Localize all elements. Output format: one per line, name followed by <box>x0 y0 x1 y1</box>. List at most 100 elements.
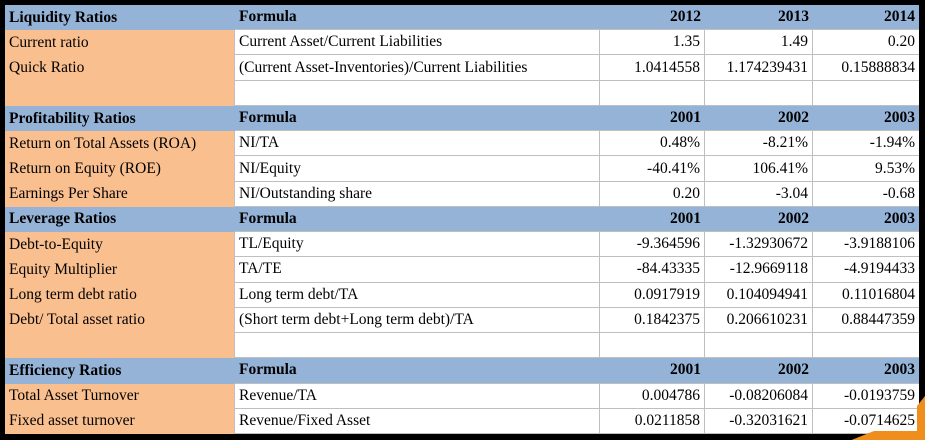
formula-header-cell[interactable]: Formula <box>235 5 600 31</box>
value-cell[interactable]: 0.11016804 <box>813 282 919 308</box>
year-header-cell[interactable]: 2014 <box>813 5 919 31</box>
value-cell[interactable]: 0.48% <box>600 131 705 157</box>
value-cell[interactable]: -12.9669118 <box>705 257 813 283</box>
value-cell[interactable] <box>813 80 919 106</box>
year-header-cell[interactable]: 2001 <box>600 105 705 132</box>
table-row: Quick Ratio (Current Asset-Inventories)/C… <box>5 55 919 81</box>
value-cell[interactable]: 0.88447359 <box>813 307 919 334</box>
section-header-row: Liquidity Ratios Formula 2012 2013 2014 <box>5 5 919 31</box>
value-cell[interactable]: 1.35 <box>600 30 705 56</box>
value-cell[interactable]: 1.0414558 <box>600 55 705 81</box>
formula-cell[interactable]: Revenue/Fixed Asset <box>235 408 600 434</box>
row-label-cell[interactable]: Quick Ratio <box>5 55 235 81</box>
value-cell[interactable]: 0.1842375 <box>600 307 705 334</box>
value-cell[interactable]: 0.15888834 <box>813 55 919 81</box>
value-cell[interactable]: 0.104094941 <box>705 282 813 308</box>
value-cell[interactable] <box>813 333 919 359</box>
row-label-cell[interactable]: Fixed asset turnover <box>5 408 235 434</box>
table-row: Equity Multiplier TA/TE -84.43335 -12.96691… <box>5 257 919 283</box>
value-cell[interactable]: -1.32930672 <box>705 232 813 258</box>
year-header-cell[interactable]: 2012 <box>600 5 705 31</box>
section-title-cell[interactable]: Profitability Ratios <box>5 105 235 132</box>
formula-cell[interactable]: NI/Equity <box>235 156 600 182</box>
table-row: Total Asset Turnover Revenue/TA 0.004786 -0… <box>5 383 919 409</box>
formula-cell[interactable]: Revenue/TA <box>235 383 600 409</box>
formula-cell[interactable]: TL/Equity <box>235 232 600 258</box>
value-cell[interactable] <box>600 333 705 359</box>
section-title-cell[interactable]: Leverage Ratios <box>5 206 235 233</box>
value-cell[interactable]: -40.41% <box>600 156 705 182</box>
value-cell[interactable]: 106.41% <box>705 156 813 182</box>
formula-cell[interactable] <box>235 80 600 106</box>
year-header-cell[interactable]: 2002 <box>705 358 813 384</box>
year-header-cell[interactable]: 2003 <box>813 206 919 233</box>
value-cell[interactable]: -4.9194433 <box>813 257 919 283</box>
value-cell[interactable]: -1.94% <box>813 131 919 157</box>
section-header-row: Efficiency Ratios Formula 2001 2002 2003 <box>5 358 919 384</box>
formula-cell[interactable]: (Current Asset-Inventories)/Current Liab… <box>235 55 600 81</box>
value-cell[interactable]: 0.206610231 <box>705 307 813 334</box>
value-cell[interactable]: 0.004786 <box>600 383 705 409</box>
table-row: Current ratio Current Asset/Current Liabi… <box>5 30 919 56</box>
value-cell[interactable]: -3.04 <box>705 181 813 207</box>
value-cell[interactable]: 0.20 <box>813 30 919 56</box>
formula-cell[interactable]: NI/Outstanding share <box>235 181 600 207</box>
value-cell[interactable]: -9.364596 <box>600 232 705 258</box>
table-row: Long term debt ratio Long term debt/TA 0.0… <box>5 282 919 308</box>
year-header-cell[interactable]: 2002 <box>705 206 813 233</box>
year-header-cell[interactable]: 2003 <box>813 358 919 384</box>
row-label-cell[interactable]: Debt/ Total asset ratio <box>5 307 235 334</box>
year-header-cell[interactable]: 2001 <box>600 358 705 384</box>
value-cell[interactable]: 1.49 <box>705 30 813 56</box>
value-cell[interactable]: -0.0193759 <box>813 383 919 409</box>
value-cell[interactable]: 9.53% <box>813 156 919 182</box>
formula-cell[interactable]: Long term debt/TA <box>235 282 600 308</box>
table-row: Debt/ Total asset ratio (Short term debt+… <box>5 307 919 334</box>
formula-cell[interactable]: (Short term debt+Long term debt)/TA <box>235 307 600 334</box>
row-label-cell[interactable]: Long term debt ratio <box>5 282 235 308</box>
row-label-cell[interactable]: Earnings Per Share <box>5 181 235 207</box>
value-cell[interactable]: -3.9188106 <box>813 232 919 258</box>
section-title-cell[interactable]: Efficiency Ratios <box>5 358 235 384</box>
row-label-cell[interactable]: Equity Multiplier <box>5 257 235 283</box>
section-header-row: Leverage Ratios Formula 2001 2002 2003 <box>5 206 919 233</box>
formula-header-cell[interactable]: Formula <box>235 105 600 132</box>
formula-cell[interactable]: Current Asset/Current Liabilities <box>235 30 600 56</box>
section-title-cell[interactable]: Liquidity Ratios <box>5 5 235 31</box>
year-header-cell[interactable]: 2003 <box>813 105 919 132</box>
row-label-cell[interactable]: Current ratio <box>5 30 235 56</box>
year-header-cell[interactable]: 2002 <box>705 105 813 132</box>
value-cell[interactable] <box>705 80 813 106</box>
value-cell[interactable]: -84.43335 <box>600 257 705 283</box>
row-label-cell[interactable]: Total Asset Turnover <box>5 383 235 409</box>
formula-cell[interactable] <box>235 333 600 359</box>
year-header-cell[interactable]: 2013 <box>705 5 813 31</box>
row-label-cell[interactable]: Return on Total Assets (ROA) <box>5 131 235 157</box>
row-label-cell[interactable] <box>5 333 235 359</box>
value-cell[interactable]: 0.0211858 <box>600 408 705 434</box>
value-cell[interactable]: -0.68 <box>813 181 919 207</box>
value-cell[interactable]: 0.0917919 <box>600 282 705 308</box>
formula-cell[interactable]: TA/TE <box>235 257 600 283</box>
empty-row <box>5 333 919 359</box>
value-cell[interactable] <box>705 333 813 359</box>
table-row: Earnings Per Share NI/Outstanding share 0.… <box>5 181 919 207</box>
formula-cell[interactable]: NI/TA <box>235 131 600 157</box>
row-label-cell[interactable]: Debt-to-Equity <box>5 232 235 258</box>
row-label-cell[interactable]: Return on Equity (ROE) <box>5 156 235 182</box>
value-cell[interactable]: -0.32031621 <box>705 408 813 434</box>
value-cell[interactable] <box>600 80 705 106</box>
row-label-cell[interactable] <box>5 80 235 106</box>
formula-header-cell[interactable]: Formula <box>235 206 600 233</box>
value-cell[interactable]: -8.21% <box>705 131 813 157</box>
table-row: Debt-to-Equity TL/Equity -9.364596 -1.32930… <box>5 232 919 258</box>
value-cell[interactable]: 1.174239431 <box>705 55 813 81</box>
table-row: Return on Total Assets (ROA) NI/TA 0.48% -8… <box>5 131 919 157</box>
value-cell[interactable]: -0.08206084 <box>705 383 813 409</box>
year-header-cell[interactable]: 2001 <box>600 206 705 233</box>
formula-header-cell[interactable]: Formula <box>235 358 600 384</box>
value-cell[interactable]: -0.0714625 <box>813 408 919 434</box>
value-cell[interactable]: 0.20 <box>600 181 705 207</box>
section-header-row: Profitability Ratios Formula 2001 2002 2003 <box>5 105 919 132</box>
